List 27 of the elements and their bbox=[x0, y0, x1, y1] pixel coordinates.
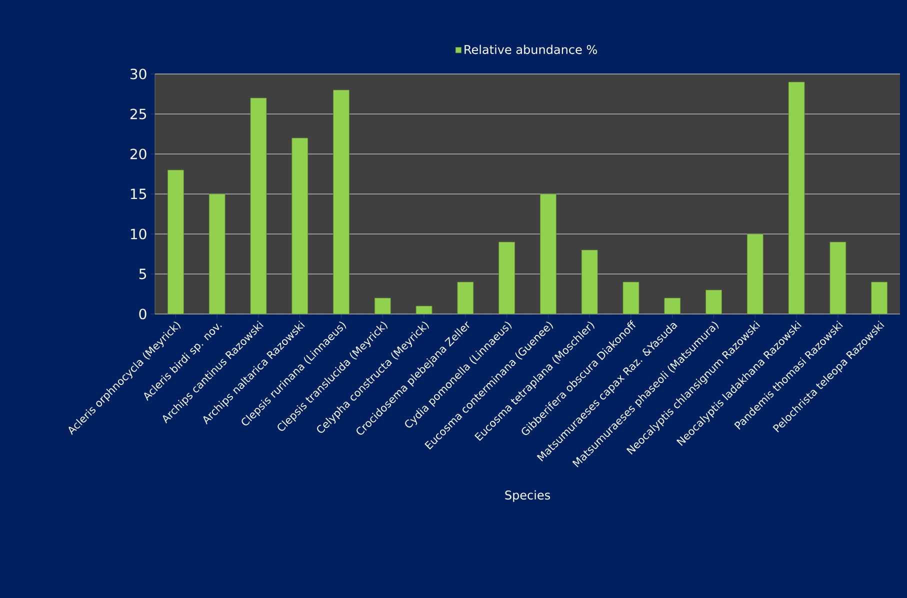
bar bbox=[540, 194, 556, 314]
bar bbox=[333, 90, 350, 314]
y-tick-label: 5 bbox=[139, 268, 146, 280]
legend-label: Relative abundance % bbox=[464, 44, 597, 54]
x-axis-title: Species bbox=[505, 490, 550, 502]
bar bbox=[498, 242, 516, 314]
bar bbox=[871, 282, 888, 314]
y-tick-label: 10 bbox=[130, 228, 146, 240]
y-tick-label: 0 bbox=[139, 308, 146, 320]
bar bbox=[830, 242, 846, 314]
bar bbox=[416, 306, 432, 314]
bar bbox=[292, 138, 308, 314]
y-tick-label: 30 bbox=[130, 68, 146, 80]
bar bbox=[746, 234, 764, 314]
bar bbox=[208, 194, 226, 314]
bar bbox=[250, 98, 267, 314]
y-tick-label: 20 bbox=[130, 148, 146, 160]
bar bbox=[664, 298, 681, 314]
y-tick-label: 25 bbox=[130, 108, 146, 120]
bar bbox=[622, 282, 640, 314]
bar bbox=[167, 170, 184, 314]
bar bbox=[374, 298, 391, 314]
bar bbox=[788, 82, 805, 314]
bar bbox=[457, 282, 474, 314]
y-tick-label: 15 bbox=[130, 188, 146, 200]
bar bbox=[581, 250, 598, 314]
bar bbox=[706, 290, 722, 314]
